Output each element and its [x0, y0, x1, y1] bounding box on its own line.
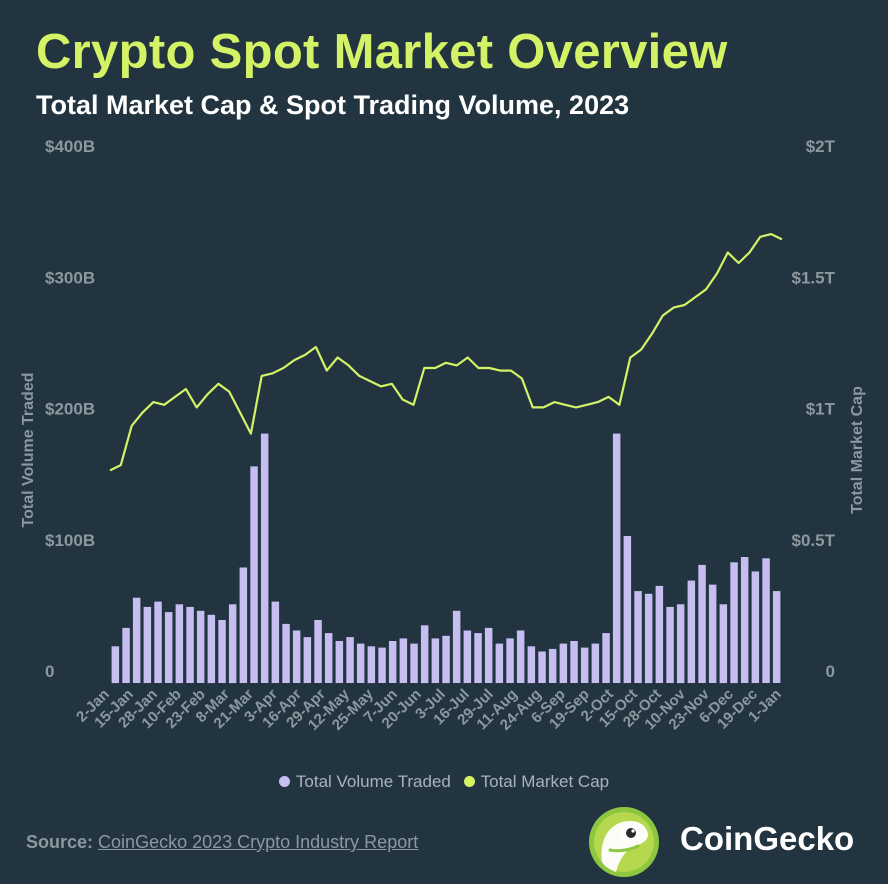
chart-title: Crypto Spot Market Overview — [36, 25, 728, 79]
legend-swatch-volume — [278, 776, 290, 787]
volume-bar — [431, 638, 440, 683]
volume-bar — [730, 562, 738, 684]
volume-bar — [399, 638, 408, 683]
volume-bar — [538, 651, 546, 683]
volume-bar — [250, 466, 258, 683]
volume-bar — [452, 610, 461, 683]
right-tick-label: $1T — [806, 400, 836, 419]
brand-name: CoinGecko — [680, 820, 855, 857]
volume-bar — [740, 557, 749, 683]
volume-bar — [495, 643, 504, 683]
volume-bar — [378, 647, 386, 683]
volume-bar — [559, 643, 568, 683]
volume-bar — [111, 646, 120, 684]
volume-bars — [111, 433, 781, 684]
volume-bar — [527, 646, 536, 684]
volume-bar — [410, 643, 418, 683]
volume-bar — [666, 606, 674, 683]
volume-bar — [154, 601, 162, 683]
volume-bar — [506, 638, 514, 683]
left-axis-label: Total Volume Traded — [20, 373, 37, 528]
volume-bar — [260, 433, 269, 683]
volume-bar — [388, 641, 397, 683]
legend-label-market-cap: Total Market Cap — [480, 772, 610, 791]
chart: 0$100B$200B$300B$400B 0$0.5T$1T$1.5T$2T … — [20, 140, 866, 734]
volume-bar — [324, 633, 333, 683]
volume-bar — [708, 584, 717, 683]
right-axis-label: Total Market Cap — [849, 386, 866, 514]
volume-bar — [634, 591, 642, 683]
left-tick-label: $400B — [45, 140, 95, 156]
volume-bar — [698, 564, 706, 683]
volume-bar — [591, 643, 600, 683]
volume-bar — [292, 630, 301, 683]
volume-bar — [676, 604, 685, 684]
volume-bar — [474, 633, 482, 683]
source-label: Source: — [26, 832, 94, 852]
legend-item-volume: Total Volume Traded — [278, 772, 451, 792]
chart-subtitle: Total Market Cap & Spot Trading Volume, … — [36, 90, 630, 120]
volume-bar — [612, 433, 621, 683]
market-cap-line — [109, 233, 783, 472]
chart-legend: Total Volume Traded Total Market Cap — [0, 772, 888, 792]
volume-bar — [335, 641, 344, 683]
volume-bar — [282, 623, 290, 683]
volume-bar — [719, 604, 728, 684]
right-tick-label: $0.5T — [792, 531, 836, 550]
volume-bar — [271, 601, 280, 683]
right-axis-ticks: 0 $0.5T $1T $1.5T $2T — [792, 140, 836, 681]
volume-bar — [484, 627, 493, 683]
legend-item-market-cap: Total Market Cap — [463, 772, 610, 792]
volume-bar — [122, 627, 130, 683]
volume-bar — [772, 591, 781, 683]
volume-bar — [207, 614, 216, 684]
volume-bar — [164, 612, 173, 683]
source-link[interactable]: CoinGecko 2023 Crypto Industry Report — [98, 832, 419, 852]
left-tick-label: $100B — [45, 531, 95, 550]
volume-bar — [186, 606, 194, 683]
volume-bar — [303, 637, 312, 683]
volume-bar — [356, 643, 365, 683]
volume-bar — [623, 536, 632, 683]
volume-bar — [516, 630, 525, 683]
volume-bar — [580, 647, 589, 683]
volume-bar — [218, 620, 226, 683]
volume-bar — [239, 567, 248, 683]
volume-bar — [548, 648, 557, 683]
volume-bar — [644, 593, 653, 684]
volume-bar — [175, 604, 184, 684]
volume-bar — [687, 580, 696, 683]
left-tick-label: $300B — [45, 268, 95, 287]
volume-bar — [228, 604, 237, 684]
volume-bar — [420, 625, 429, 684]
volume-bar — [570, 641, 578, 683]
x-axis-ticks: 2-Jan15-Jan28-Jan10-Feb23-Feb8-Mar21-Mar… — [73, 685, 785, 733]
right-tick-label: 0 — [826, 662, 835, 681]
volume-bar — [655, 585, 664, 683]
legend-label-volume: Total Volume Traded — [295, 772, 451, 791]
volume-bar — [196, 610, 205, 683]
volume-bar — [602, 633, 610, 683]
volume-bar — [143, 606, 152, 683]
volume-bar — [367, 646, 376, 684]
volume-bar — [751, 571, 760, 683]
legend-swatch-market-cap — [463, 776, 475, 787]
left-tick-label: 0 — [45, 662, 54, 681]
coingecko-logo-icon — [589, 807, 659, 877]
volume-bar — [463, 630, 472, 683]
left-tick-label: $200B — [45, 400, 95, 419]
volume-bar — [762, 558, 770, 683]
right-tick-label: $1.5T — [792, 268, 836, 287]
volume-bar — [314, 620, 322, 683]
right-tick-label: $2T — [806, 140, 836, 156]
volume-bar — [132, 597, 141, 683]
left-axis-ticks: 0 $100B $200B $300B $400B — [45, 140, 95, 681]
volume-bar — [442, 635, 450, 684]
source-note: Source: CoinGecko 2023 Crypto Industry R… — [26, 832, 418, 853]
volume-bar — [346, 637, 354, 683]
